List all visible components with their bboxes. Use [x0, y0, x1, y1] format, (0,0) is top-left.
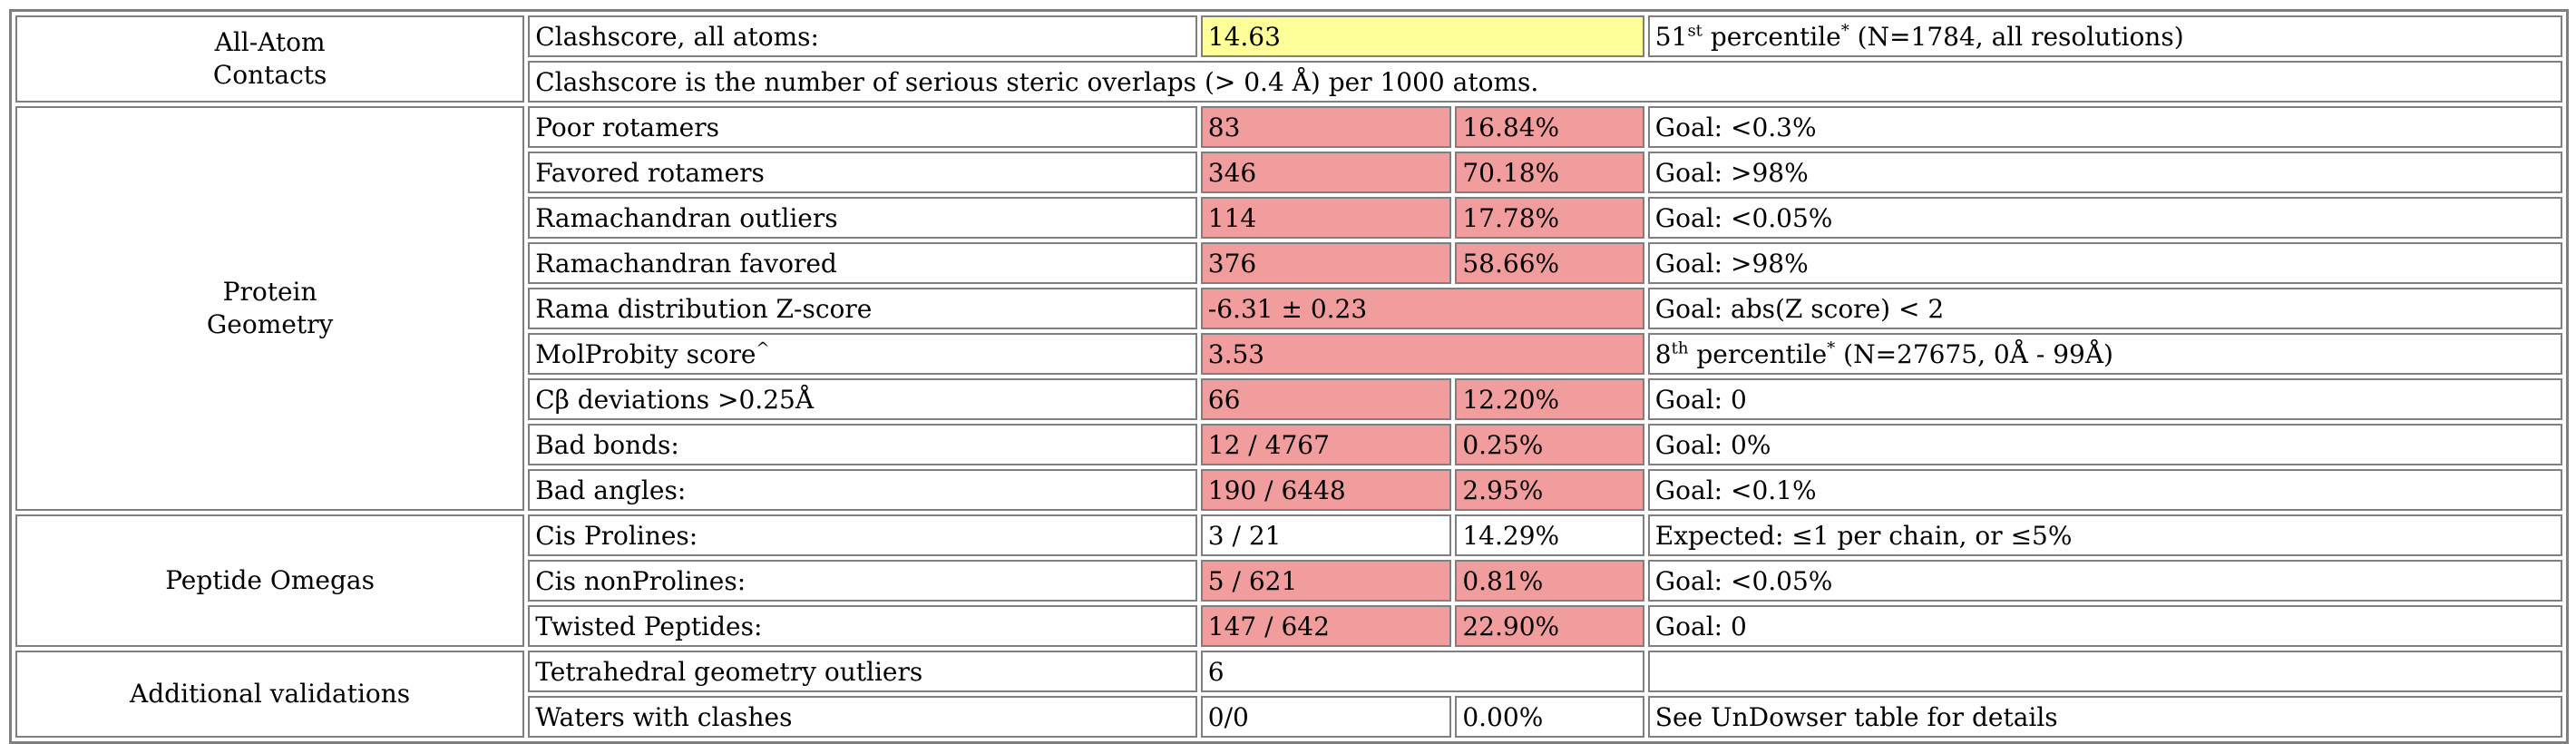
metric-percent-poor-rotamers: 16.84% [1455, 106, 1644, 148]
metric-label-cb-deviations: Cβ deviations >0.25Å [528, 378, 1197, 420]
percentile-word: percentile [1688, 338, 1828, 369]
table-row: Clashscore is the number of serious ster… [15, 61, 2562, 103]
metric-label-poor-rotamers: Poor rotamers [528, 106, 1197, 148]
metric-goal-cis-prolines: Expected: ≤1 per chain, or ≤5% [1647, 514, 2562, 556]
table-row: Bad bonds: 12 / 4767 0.25% Goal: 0% [15, 424, 2562, 465]
metric-goal-bad-angles: Goal: <0.1% [1647, 469, 2562, 511]
percentile-word: percentile [1702, 21, 1841, 52]
metric-label-rama-z: Rama distribution Z-score [528, 288, 1197, 329]
metric-percent-bad-bonds: 0.25% [1455, 424, 1644, 465]
table-row: Cis nonProlines: 5 / 621 0.81% Goal: <0.… [15, 560, 2562, 602]
table-row: Peptide Omegas Cis Prolines: 3 / 21 14.2… [15, 514, 2562, 647]
metric-count-cis-nonprolines: 5 / 621 [1200, 560, 1452, 602]
category-additional-validations: Additional validations [15, 651, 525, 738]
metric-goal-waters-clashes: See UnDowser table for details [1647, 696, 2562, 738]
validation-summary-table: All-Atom Contacts Clashscore, all atoms:… [9, 9, 2569, 744]
metric-count-favored-rotamers: 346 [1200, 152, 1452, 193]
table-row: Ramachandran outliers 114 17.78% Goal: <… [15, 197, 2562, 239]
clashscore-description: Clashscore is the number of serious ster… [528, 61, 2562, 103]
metric-goal-twisted-peptides: Goal: 0 [1647, 605, 2562, 647]
table-row: Favored rotamers 346 70.18% Goal: >98% [15, 152, 2562, 193]
metric-goal-cis-nonprolines: Goal: <0.05% [1647, 560, 2562, 602]
category-protein-geometry: Protein Geometry [15, 106, 525, 511]
metric-percent-cb-deviations: 12.20% [1455, 378, 1644, 420]
table-row: Twisted Peptides: 147 / 642 22.90% Goal:… [15, 605, 2562, 647]
metric-percent-rama-favored: 58.66% [1455, 242, 1644, 284]
metric-count-waters-clashes: 0/0 [1200, 696, 1452, 738]
metric-count-cb-deviations: 66 [1200, 378, 1452, 420]
metric-count-twisted-peptides: 147 / 642 [1200, 605, 1452, 647]
validation-summary: All-Atom Contacts Clashscore, all atoms:… [9, 9, 2569, 744]
metric-goal-poor-rotamers: Goal: <0.3% [1647, 106, 2562, 148]
footnote-mark: ^ [756, 338, 770, 358]
category-all-atom-contacts: All-Atom Contacts [15, 15, 525, 103]
table-row: Rama distribution Z-score -6.31 ± 0.23 G… [15, 288, 2562, 329]
metric-goal-tetrahedral [1647, 651, 2562, 692]
metric-label-clashscore: Clashscore, all atoms: [528, 15, 1197, 57]
metric-label-rama-outliers: Ramachandran outliers [528, 197, 1197, 239]
metric-goal-favored-rotamers: Goal: >98% [1647, 152, 2562, 193]
category-label: Contacts [212, 60, 327, 90]
table-row: Ramachandran favored 376 58.66% Goal: >9… [15, 242, 2562, 284]
metric-value-tetrahedral: 6 [1200, 651, 1644, 692]
category-peptide-omegas: Peptide Omegas [15, 514, 525, 647]
metric-count-bad-angles: 190 / 6448 [1200, 469, 1452, 511]
metric-label-cis-nonprolines: Cis nonProlines: [528, 560, 1197, 602]
metric-label-waters-clashes: Waters with clashes [528, 696, 1197, 738]
footnote-mark: * [1840, 21, 1849, 41]
metric-count-cis-prolines: 3 / 21 [1200, 514, 1452, 556]
metric-percent-twisted-peptides: 22.90% [1455, 605, 1644, 647]
metric-label-favored-rotamers: Favored rotamers [528, 152, 1197, 193]
percentile-note: (N=1784, all resolutions) [1849, 21, 2184, 52]
metric-percent-bad-angles: 2.95% [1455, 469, 1644, 511]
metric-value-rama-z: -6.31 ± 0.23 [1200, 288, 1644, 329]
metric-label-molprobity: MolProbity score^ [528, 333, 1197, 375]
table-row: Additional validations Tetrahedral geome… [15, 651, 2562, 738]
table-row: Protein Geometry Poor rotamers 83 16.84%… [15, 106, 2562, 511]
molprobity-label-text: MolProbity score [535, 338, 756, 369]
metric-label-bad-angles: Bad angles: [528, 469, 1197, 511]
category-label: Protein [222, 277, 317, 307]
category-label: Geometry [206, 309, 334, 339]
metric-label-tetrahedral: Tetrahedral geometry outliers [528, 651, 1197, 692]
metric-goal-rama-z: Goal: abs(Z score) < 2 [1647, 288, 2562, 329]
percentile-note: (N=27675, 0Å - 99Å) [1835, 338, 2113, 369]
metric-label-cis-prolines: Cis Prolines: [528, 514, 1197, 556]
table-row: Cβ deviations >0.25Å 66 12.20% Goal: 0 [15, 378, 2562, 420]
ordinal-suffix: st [1687, 21, 1703, 41]
metric-count-rama-favored: 376 [1200, 242, 1452, 284]
table-row: MolProbity score^ 3.53 8th percentile* (… [15, 333, 2562, 375]
metric-label-twisted-peptides: Twisted Peptides: [528, 605, 1197, 647]
percentile-number: 8 [1654, 338, 1672, 369]
metric-label-rama-favored: Ramachandran favored [528, 242, 1197, 284]
footnote-mark: * [1827, 338, 1836, 358]
table-row: All-Atom Contacts Clashscore, all atoms:… [15, 15, 2562, 103]
metric-percentile-clashscore: 51st percentile* (N=1784, all resolution… [1647, 15, 2562, 57]
category-label: All-Atom [214, 27, 326, 57]
metric-value-clashscore: 14.63 [1200, 15, 1644, 57]
metric-label-bad-bonds: Bad bonds: [528, 424, 1197, 465]
metric-goal-rama-favored: Goal: >98% [1647, 242, 2562, 284]
metric-count-poor-rotamers: 83 [1200, 106, 1452, 148]
metric-percent-cis-nonprolines: 0.81% [1455, 560, 1644, 602]
metric-value-molprobity: 3.53 [1200, 333, 1644, 375]
metric-count-bad-bonds: 12 / 4767 [1200, 424, 1452, 465]
metric-percent-waters-clashes: 0.00% [1455, 696, 1644, 738]
table-row: Bad angles: 190 / 6448 2.95% Goal: <0.1% [15, 469, 2562, 511]
percentile-number: 51 [1654, 21, 1688, 52]
metric-count-rama-outliers: 114 [1200, 197, 1452, 239]
metric-goal-bad-bonds: Goal: 0% [1647, 424, 2562, 465]
metric-percent-favored-rotamers: 70.18% [1455, 152, 1644, 193]
ordinal-suffix: th [1671, 338, 1689, 358]
metric-percent-rama-outliers: 17.78% [1455, 197, 1644, 239]
metric-goal-cb-deviations: Goal: 0 [1647, 378, 2562, 420]
metric-goal-rama-outliers: Goal: <0.05% [1647, 197, 2562, 239]
metric-percentile-molprobity: 8th percentile* (N=27675, 0Å - 99Å) [1647, 333, 2562, 375]
metric-percent-cis-prolines: 14.29% [1455, 514, 1644, 556]
